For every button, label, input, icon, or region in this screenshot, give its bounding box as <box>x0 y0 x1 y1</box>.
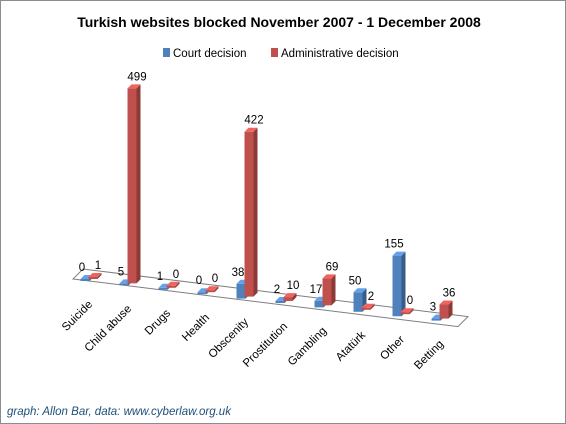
bar-top <box>392 251 406 256</box>
bar-top <box>400 308 414 313</box>
bar-front <box>431 318 441 321</box>
bar-health-administrative-decision <box>205 286 219 293</box>
bar-top <box>283 293 297 298</box>
value-label: 2 <box>274 284 280 296</box>
bar-front <box>88 277 98 279</box>
bar-front <box>283 297 293 301</box>
bar-side <box>370 303 375 310</box>
bar-front <box>314 300 324 308</box>
value-label: 0 <box>196 275 202 287</box>
value-label: 3 <box>430 302 436 314</box>
bar-front <box>400 312 410 315</box>
value-label: 0 <box>173 269 179 281</box>
bar-side <box>409 308 414 315</box>
bar-front <box>322 278 332 306</box>
bar-top <box>166 281 180 286</box>
bar-obscenity-administrative-decision <box>244 127 258 297</box>
bar-front <box>236 283 246 299</box>
value-label: 499 <box>127 71 146 83</box>
value-label: 36 <box>443 288 456 300</box>
bar-ataturk-administrative-decision <box>361 303 375 310</box>
bar-top <box>127 84 141 89</box>
chart-title: Turkish websites blocked November 2007 -… <box>77 14 481 30</box>
bar-side <box>401 251 406 317</box>
bar-child-abuse-administrative-decision <box>127 84 141 284</box>
bar-other-court-decision <box>392 251 406 317</box>
bar-top <box>244 127 258 132</box>
legend: Court decision Administrative decision <box>163 48 399 60</box>
bar-side <box>448 300 453 319</box>
value-label: 17 <box>310 284 323 296</box>
legend-swatch-administrative <box>271 48 278 57</box>
bar-suicide-administrative-decision <box>88 273 102 279</box>
value-label: 5 <box>118 266 124 278</box>
category-label-other: Other <box>378 334 407 363</box>
category-label-gambling: Gambling <box>286 325 329 368</box>
category-label-prostitution: Prostitution <box>241 321 290 370</box>
bar-side <box>175 281 180 288</box>
bar-front <box>275 301 285 303</box>
bar-side <box>253 127 258 297</box>
category-label-health: Health <box>180 312 212 344</box>
bar-side <box>331 274 336 306</box>
value-label: 38 <box>232 267 245 279</box>
value-label: 69 <box>326 261 339 273</box>
bar-prostitution-administrative-decision <box>283 293 297 301</box>
bar-front <box>119 283 129 286</box>
bar-top <box>205 286 219 291</box>
legend-swatch-court <box>163 48 170 57</box>
bar-side <box>292 293 297 301</box>
value-label: 0 <box>79 262 85 274</box>
bar-front <box>205 290 215 293</box>
category-label-obscenity: Obscenity <box>206 316 251 361</box>
bar-top <box>439 300 453 305</box>
bar-front <box>244 131 254 297</box>
bar-side <box>97 273 102 279</box>
value-label: 155 <box>384 239 403 251</box>
value-label: 0 <box>212 273 218 285</box>
bar-side <box>136 84 141 284</box>
value-label: 1 <box>95 260 101 272</box>
bar-front <box>80 279 90 281</box>
category-label-suicide: Suicide <box>60 299 95 334</box>
bar-top <box>322 274 336 279</box>
bar-side <box>214 286 219 293</box>
bar-gambling-administrative-decision <box>322 274 336 306</box>
credit-text: graph: Allon Bar, data: www.cyberlaw.org… <box>7 406 232 418</box>
bar-front <box>166 285 176 288</box>
legend-label-administrative: Administrative decision <box>281 48 399 60</box>
bar-betting-administrative-decision <box>439 300 453 319</box>
legend-label-court: Court decision <box>173 48 247 60</box>
bar-front <box>439 304 449 319</box>
bars-layer <box>80 84 453 321</box>
bar-front <box>392 255 402 317</box>
value-label: 10 <box>287 280 300 292</box>
bar-other-administrative-decision <box>400 308 414 315</box>
value-label: 50 <box>349 275 362 287</box>
bar-top <box>353 288 367 293</box>
bar-front <box>158 287 168 290</box>
bar-drugs-administrative-decision <box>166 281 180 288</box>
bar-top <box>88 273 102 277</box>
bar-front <box>127 88 137 284</box>
category-label-drugs: Drugs <box>143 307 173 337</box>
category-label-betting: Betting <box>412 338 446 372</box>
value-label: 422 <box>244 115 263 127</box>
bar-front <box>197 292 207 295</box>
bar-front <box>353 292 363 312</box>
value-label: 2 <box>368 291 374 303</box>
bar-front <box>361 307 371 310</box>
value-label: 1 <box>157 271 163 283</box>
category-label-ataturk: Atatürk <box>334 329 368 363</box>
bar-top <box>361 303 375 308</box>
value-label: 0 <box>407 295 413 307</box>
